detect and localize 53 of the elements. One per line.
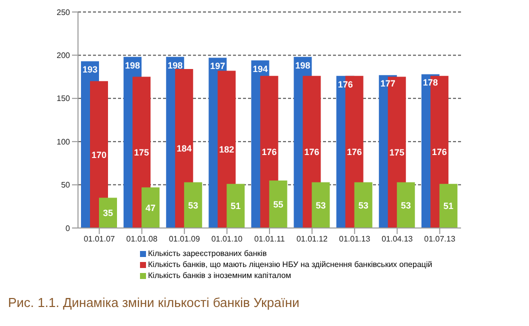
bar xyxy=(354,182,372,228)
y-tick-label: 100 xyxy=(56,137,71,146)
data-label: 176 xyxy=(304,147,320,158)
data-label: 53 xyxy=(316,200,326,210)
x-tick-label: 01.01.11 xyxy=(254,234,286,244)
data-label: 176 xyxy=(346,147,362,158)
data-label: 53 xyxy=(188,200,198,210)
data-label: 197 xyxy=(210,61,226,72)
bar xyxy=(184,182,202,228)
y-tick-label: 0 xyxy=(66,224,71,233)
data-label: 184 xyxy=(176,144,192,154)
data-label: 47 xyxy=(146,202,156,213)
x-tick-label: 01.07.13 xyxy=(424,234,456,244)
bar xyxy=(269,180,288,228)
data-label: 178 xyxy=(422,78,438,88)
bar xyxy=(226,184,245,228)
y-tick-label: 250 xyxy=(56,8,71,17)
x-tick-label: 01.01.13 xyxy=(339,234,371,244)
legend-label: Кількість банків, що мають ліцензію НБУ на здійснення банківських операцій xyxy=(148,259,432,270)
data-label: 35 xyxy=(102,208,114,218)
bar xyxy=(312,182,330,228)
bar xyxy=(439,184,458,228)
y-tick-label: 50 xyxy=(61,180,71,190)
data-label: 175 xyxy=(389,148,404,158)
data-label: 193 xyxy=(82,64,98,75)
data-label: 198 xyxy=(168,60,183,70)
y-tick-label: 150 xyxy=(56,94,71,104)
data-label: 55 xyxy=(273,199,284,210)
bar xyxy=(396,182,415,228)
data-label: 182 xyxy=(219,144,234,155)
text: Рис. 1.1. Динаміка зміни кількості банків України xyxy=(8,295,300,310)
data-label: 53 xyxy=(400,200,411,210)
x-tick-label: 01.01.08 xyxy=(126,234,158,244)
data-label: 175 xyxy=(134,148,150,158)
x-tick-label: 01.01.12 xyxy=(296,234,328,244)
bar xyxy=(142,187,160,228)
legend-label: Кількість зареєстрованих банків xyxy=(148,248,267,259)
y-tick-label: 200 xyxy=(56,51,71,60)
x-tick-label: 01.04.13 xyxy=(382,234,414,244)
data-label: 177 xyxy=(380,78,396,88)
legend-label: Кількість банків з іноземним капіталом xyxy=(148,270,292,281)
data-label: 198 xyxy=(125,60,140,70)
x-tick-label: 01.01.10 xyxy=(211,234,244,244)
data-label: 176 xyxy=(262,147,277,158)
x-tick-label: 01.01.09 xyxy=(168,234,201,244)
data-label: 194 xyxy=(252,64,268,74)
data-label: 170 xyxy=(91,150,107,160)
data-label: 51 xyxy=(443,201,454,212)
x-tick-label: 01.01.07 xyxy=(84,234,116,244)
data-label: 53 xyxy=(358,200,368,210)
data-label: 176 xyxy=(432,147,447,158)
data-label: 198 xyxy=(295,60,310,70)
data-label: 51 xyxy=(230,201,241,212)
